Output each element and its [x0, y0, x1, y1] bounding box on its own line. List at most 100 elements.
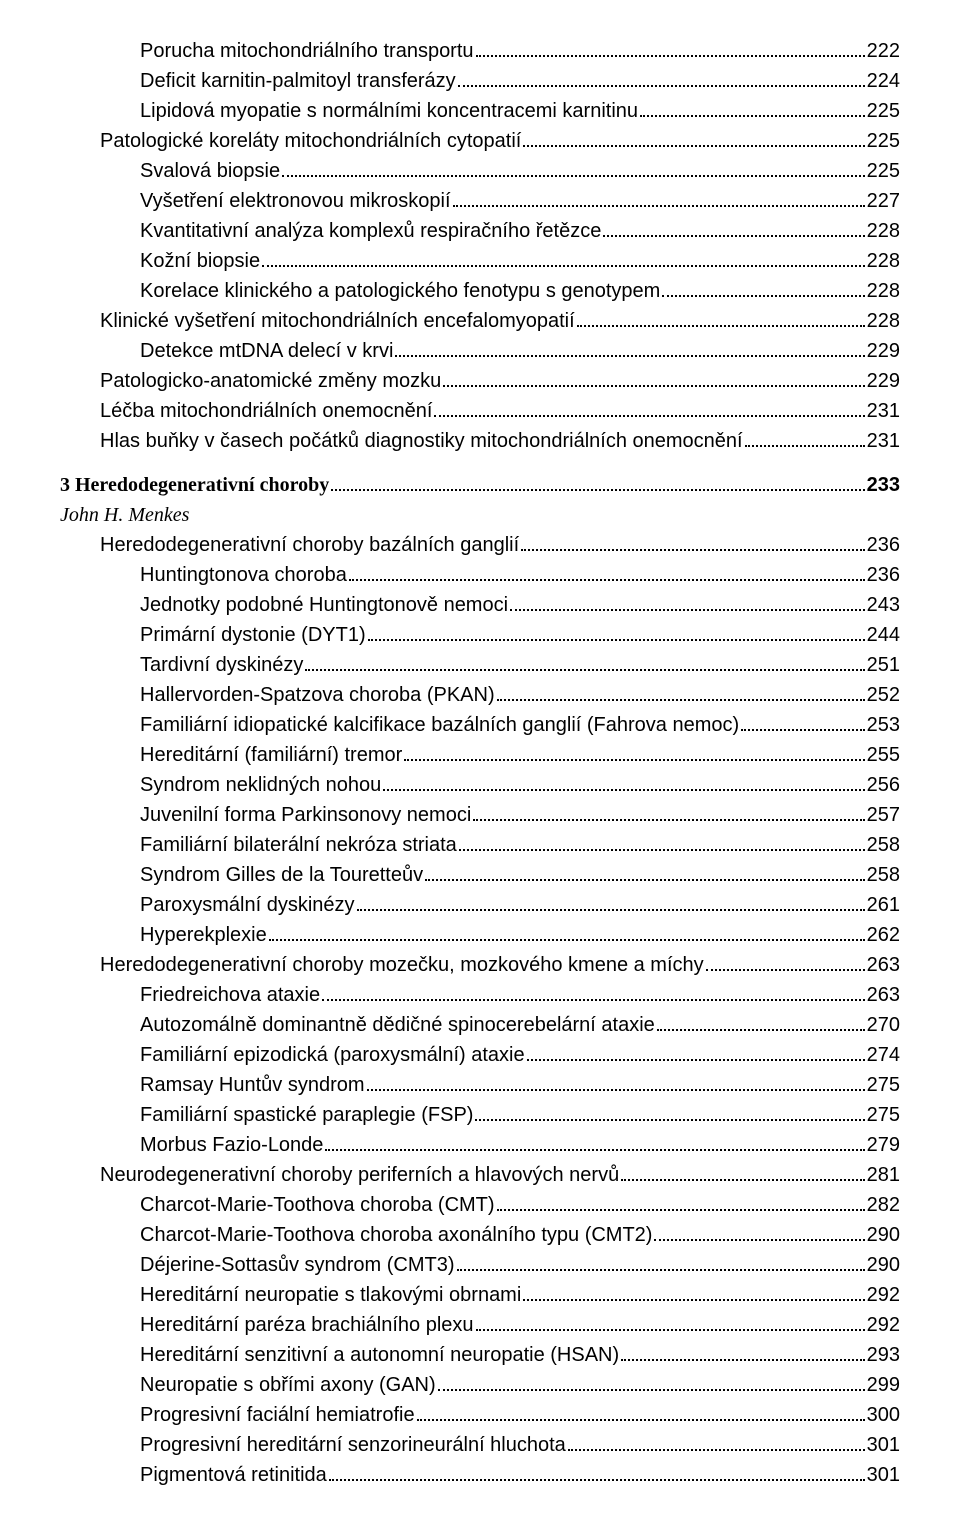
- toc-page-number: 228: [867, 276, 900, 306]
- toc-line: Juvenilní forma Parkinsonovy nemoci257: [60, 800, 900, 830]
- toc-line: Hyperekplexie 262: [60, 920, 900, 950]
- dot-leader: [475, 1108, 864, 1121]
- dot-leader: [527, 1048, 865, 1061]
- toc-page-number: 251: [867, 650, 900, 680]
- toc-title: Léčba mitochondriálních onemocnění: [100, 396, 432, 426]
- toc-page-number: 258: [867, 860, 900, 890]
- toc-line: Familiární spastické paraplegie (FSP)275: [60, 1100, 900, 1130]
- toc-title: Jednotky podobné Huntingtonově nemoci: [140, 590, 508, 620]
- toc-page-number: 292: [867, 1310, 900, 1340]
- toc-title: Progresivní faciální hemiatrofie: [140, 1400, 415, 1430]
- toc-page-number: 231: [867, 426, 900, 456]
- toc-page-number: 275: [867, 1100, 900, 1130]
- toc-line: Paroxysmální dyskinézy 261: [60, 890, 900, 920]
- toc-line: Friedreichova ataxie263: [60, 980, 900, 1010]
- toc-title: Familiární epizodická (paroxysmální) ata…: [140, 1040, 525, 1070]
- toc-page-number: 275: [867, 1070, 900, 1100]
- dot-leader: [357, 898, 865, 911]
- dot-leader: [706, 958, 865, 971]
- toc-title: Hyperekplexie: [140, 920, 267, 950]
- toc-page-number: 293: [867, 1340, 900, 1370]
- toc-page-number: 282: [867, 1190, 900, 1220]
- toc-page-number: 228: [867, 246, 900, 276]
- toc-page-number: 301: [867, 1460, 900, 1490]
- dot-leader: [745, 434, 865, 447]
- dot-leader: [497, 688, 865, 701]
- toc-title: Autozomálně dominantně dědičné spinocere…: [140, 1010, 655, 1040]
- author-line: John H. Menkes: [60, 500, 900, 530]
- toc-page-number: 261: [867, 890, 900, 920]
- toc-line: Pigmentová retinitida301: [60, 1460, 900, 1490]
- toc-page-number: 300: [867, 1400, 900, 1430]
- toc-page-number: 231: [867, 396, 900, 426]
- toc-title: Lipidová myopatie s normálními koncentra…: [140, 96, 638, 126]
- dot-leader: [458, 74, 865, 87]
- toc-page-number: 290: [867, 1250, 900, 1280]
- dot-leader: [476, 44, 865, 57]
- toc-title: Deficit karnitin-palmitoyl transferázy: [140, 66, 456, 96]
- toc-title: Primární dystonie (DYT1): [140, 620, 366, 650]
- dot-leader: [457, 1258, 865, 1271]
- toc-page-number: 301: [867, 1430, 900, 1460]
- toc-page-number: 252: [867, 680, 900, 710]
- table-of-contents: Porucha mitochondriálního transportu222D…: [60, 36, 900, 1490]
- toc-line: Hallervorden-Spatzova choroba (PKAN)252: [60, 680, 900, 710]
- toc-line: Charcot-Marie-Toothova choroba (CMT)282: [60, 1190, 900, 1220]
- toc-line: Huntingtonova choroba236: [60, 560, 900, 590]
- dot-leader: [459, 838, 865, 851]
- toc-line: Syndrom Gilles de la Touretteův 258: [60, 860, 900, 890]
- toc-page-number: 244: [867, 620, 900, 650]
- toc-title: Detekce mtDNA delecí v krvi: [140, 336, 393, 366]
- toc-page-number: 292: [867, 1280, 900, 1310]
- toc-title: Hereditární senzitivní a autonomní neuro…: [140, 1340, 619, 1370]
- toc-line: Svalová biopsie225: [60, 156, 900, 186]
- toc-line: Léčba mitochondriálních onemocnění 231: [60, 396, 900, 426]
- dot-leader: [282, 164, 865, 177]
- toc-title: Syndrom Gilles de la Touretteův: [140, 860, 423, 890]
- toc-title: Hereditární neuropatie s tlakovými obrna…: [140, 1280, 521, 1310]
- toc-title: Heredodegenerativní choroby mozečku, moz…: [100, 950, 704, 980]
- dot-leader: [329, 1468, 865, 1481]
- toc-title: Korelace klinického a patologického feno…: [140, 276, 660, 306]
- dot-leader: [262, 254, 865, 267]
- toc-title: Hereditární (familiární) tremor: [140, 740, 402, 770]
- toc-page-number: 262: [867, 920, 900, 950]
- blank-row: [60, 456, 900, 470]
- toc-page-number: 222: [867, 36, 900, 66]
- dot-leader: [741, 718, 864, 731]
- dot-leader: [497, 1198, 865, 1211]
- toc-page-number: 228: [867, 306, 900, 336]
- toc-line: Hereditární paréza brachiálního plexu 292: [60, 1310, 900, 1340]
- toc-title: Tardivní dyskinézy: [140, 650, 303, 680]
- toc-title: Patologické koreláty mitochondriálních c…: [100, 126, 521, 156]
- toc-title: Déjerine-Sottasův syndrom (CMT3): [140, 1250, 455, 1280]
- toc-line: Heredodegenerativní choroby bazálních ga…: [60, 530, 900, 560]
- dot-leader: [510, 598, 865, 611]
- toc-line: Korelace klinického a patologického feno…: [60, 276, 900, 306]
- toc-line: Syndrom neklidných nohou256: [60, 770, 900, 800]
- toc-title: Hereditární paréza brachiálního plexu: [140, 1310, 474, 1340]
- toc-title: Familiární bilaterální nekróza striata: [140, 830, 457, 860]
- toc-page-number: 236: [867, 560, 900, 590]
- toc-title: Paroxysmální dyskinézy: [140, 890, 355, 920]
- toc-title: Neuropatie s obřími axony (GAN): [140, 1370, 436, 1400]
- dot-leader: [349, 568, 865, 581]
- toc-line: Jednotky podobné Huntingtonově nemoci243: [60, 590, 900, 620]
- toc-title: Progresivní hereditární senzorineurální …: [140, 1430, 566, 1460]
- toc-title: Morbus Fazio-Londe: [140, 1130, 323, 1160]
- toc-page-number: 233: [867, 470, 900, 500]
- dot-leader: [577, 314, 865, 327]
- dot-leader: [523, 1288, 864, 1301]
- dot-leader: [523, 134, 864, 147]
- toc-line: Neuropatie s obřími axony (GAN) 299: [60, 1370, 900, 1400]
- toc-line: Progresivní faciální hemiatrofie 300: [60, 1400, 900, 1430]
- toc-page-number: 299: [867, 1370, 900, 1400]
- toc-page-number: 256: [867, 770, 900, 800]
- toc-line: Tardivní dyskinézy 251: [60, 650, 900, 680]
- toc-title: Juvenilní forma Parkinsonovy nemoci: [140, 800, 471, 830]
- dot-leader: [305, 658, 864, 671]
- dot-leader: [395, 344, 864, 357]
- toc-page-number: 228: [867, 216, 900, 246]
- toc-line: Patologické koreláty mitochondriálních c…: [60, 126, 900, 156]
- toc-line: Déjerine-Sottasův syndrom (CMT3) 290: [60, 1250, 900, 1280]
